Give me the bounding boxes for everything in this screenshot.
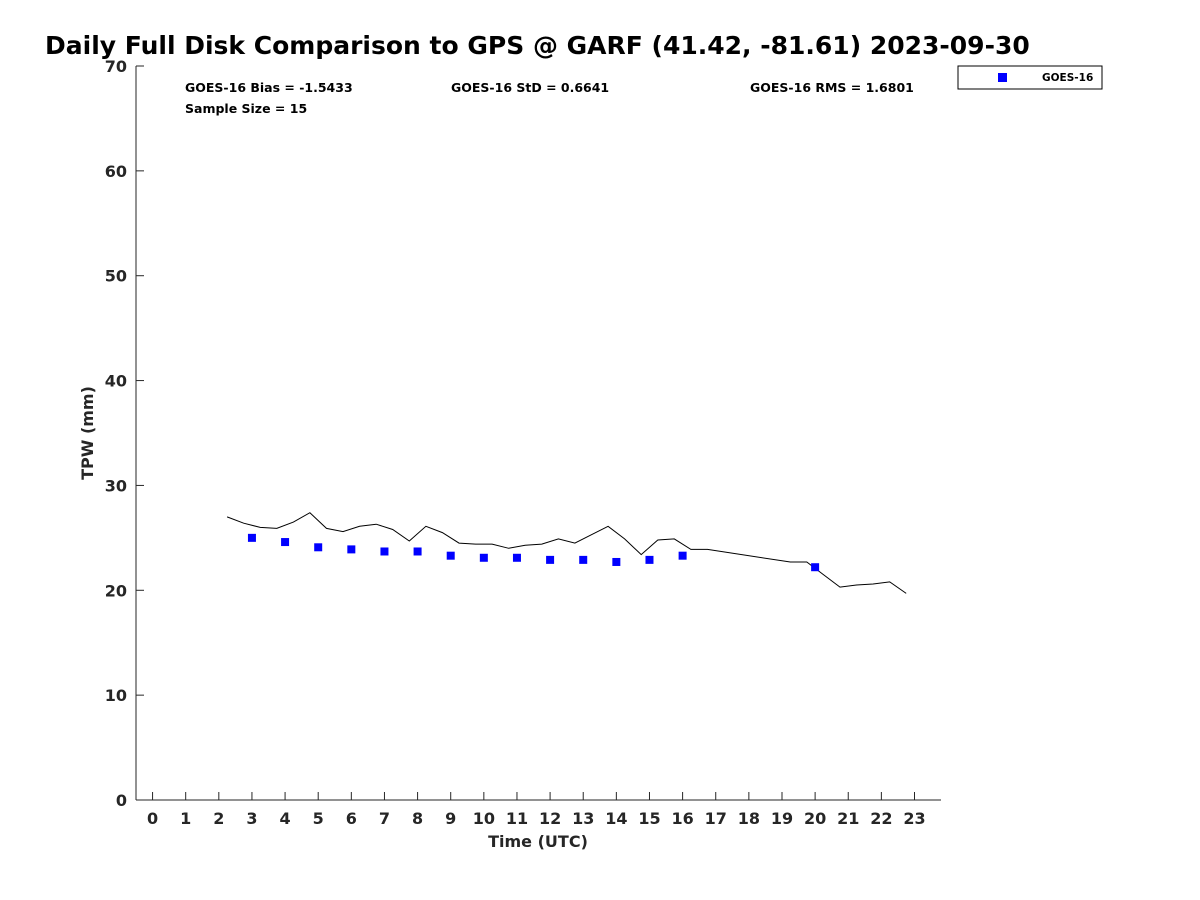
goes16-point — [811, 563, 820, 572]
x-tick-label: 1 — [180, 809, 191, 828]
y-tick-label: 10 — [105, 686, 127, 705]
sample-size-stat: Sample Size = 15 — [185, 101, 307, 116]
goes16-point — [446, 551, 455, 560]
x-tick-label: 17 — [705, 809, 727, 828]
legend-marker — [998, 73, 1007, 82]
x-tick-label: 22 — [870, 809, 892, 828]
x-tick-label: 16 — [671, 809, 693, 828]
x-tick-label: 12 — [539, 809, 561, 828]
goes16-point — [645, 555, 654, 564]
goes16-point — [281, 538, 290, 547]
std-stat: GOES-16 StD = 0.6641 — [451, 80, 609, 95]
goes16-point — [512, 553, 521, 562]
x-tick-label: 8 — [412, 809, 423, 828]
ticks: 0 1 2 3 4 5 6 7 8 9 10 11 12 13 14 15 16 17 18 19 20 21 22 2301… — [105, 57, 926, 828]
x-tick-label: 9 — [445, 809, 456, 828]
y-tick-label: 0 — [116, 791, 127, 810]
goes16-point — [678, 551, 687, 560]
legend: GOES-16 — [957, 65, 1103, 90]
x-tick-label: 11 — [506, 809, 528, 828]
goes16-point — [247, 533, 256, 542]
x-tick-label: 14 — [605, 809, 627, 828]
goes16-point — [413, 547, 422, 556]
goes16-point — [579, 555, 588, 564]
goes16-point — [546, 555, 555, 564]
x-tick-label: 0 — [147, 809, 158, 828]
x-axis-label: Time (UTC) — [488, 832, 588, 851]
x-tick-label: 4 — [280, 809, 291, 828]
y-tick-label: 30 — [105, 476, 127, 495]
rms-stat: GOES-16 RMS = 1.6801 — [750, 80, 914, 95]
x-tick-label: 13 — [572, 809, 594, 828]
goes16-point — [380, 547, 389, 556]
x-tick-label: 19 — [771, 809, 793, 828]
x-tick-label: 6 — [346, 809, 357, 828]
goes16-point — [612, 557, 621, 566]
x-tick-label: 2 — [213, 809, 224, 828]
x-tick-label: 7 — [379, 809, 390, 828]
legend-box — [957, 65, 1103, 90]
x-tick-label: 20 — [804, 809, 826, 828]
y-axis-label: TPW (mm) — [78, 386, 97, 480]
goes16-point — [347, 545, 356, 554]
plot-area — [226, 512, 907, 594]
x-tick-label: 10 — [473, 809, 495, 828]
y-tick-label: 50 — [105, 267, 127, 286]
bias-stat: GOES-16 Bias = -1.5433 — [185, 80, 353, 95]
goes16-point — [314, 543, 323, 552]
chart-title: Daily Full Disk Comparison to GPS @ GARF… — [45, 31, 1030, 60]
x-tick-label: 18 — [738, 809, 760, 828]
x-tick-label: 21 — [837, 809, 859, 828]
x-tick-label: 23 — [903, 809, 925, 828]
legend-label: GOES-16 — [1042, 72, 1093, 84]
x-tick-label: 3 — [246, 809, 257, 828]
y-tick-label: 40 — [105, 372, 127, 391]
x-tick-label: 15 — [638, 809, 660, 828]
goes16-point — [479, 553, 488, 562]
y-tick-label: 70 — [105, 57, 127, 76]
x-tick-label: 5 — [313, 809, 324, 828]
y-tick-label: 60 — [105, 162, 127, 181]
y-tick-label: 20 — [105, 581, 127, 600]
gps-line — [226, 512, 907, 594]
